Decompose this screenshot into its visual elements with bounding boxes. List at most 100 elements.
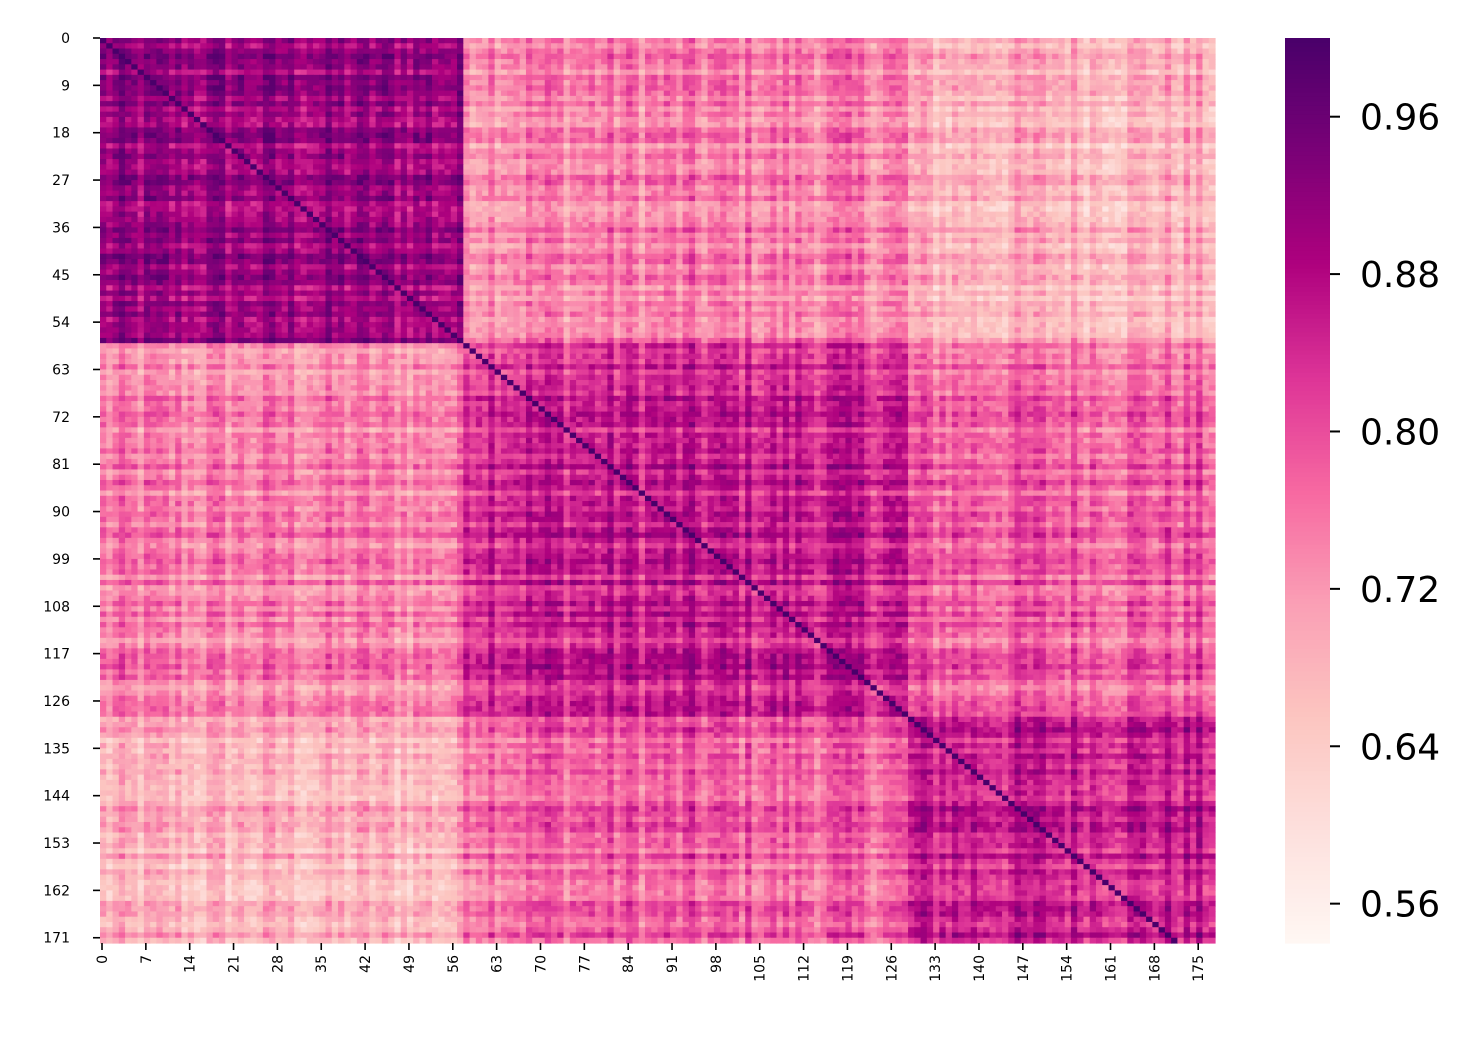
- heatmap-cell: [325, 116, 333, 123]
- heatmap-cell: [244, 127, 251, 134]
- heatmap-cell: [807, 106, 815, 113]
- heatmap-cell: [983, 43, 991, 50]
- heatmap-cell: [864, 143, 872, 150]
- heatmap-cell: [312, 80, 320, 86]
- heatmap-cell: [920, 174, 928, 181]
- heatmap-cell: [964, 132, 972, 139]
- heatmap-cell: [100, 143, 107, 150]
- heatmap-cell: [344, 153, 352, 160]
- heatmap-cell: [688, 137, 696, 144]
- heatmap-cell: [544, 90, 552, 97]
- heatmap-cell: [613, 164, 621, 171]
- heatmap-cell: [889, 85, 897, 92]
- heatmap-cell: [287, 127, 295, 134]
- heatmap-cell: [1183, 148, 1191, 155]
- heatmap-cell: [519, 59, 527, 65]
- heatmap-cell: [1089, 59, 1097, 65]
- heatmap-cell: [889, 137, 897, 144]
- heatmap-cell: [482, 132, 489, 139]
- heatmap-cell: [112, 132, 120, 139]
- heatmap-cell: [525, 143, 533, 150]
- heatmap-cell: [306, 174, 314, 181]
- heatmap-cell: [682, 164, 690, 171]
- heatmap-cell: [939, 180, 947, 186]
- heatmap-cell: [463, 111, 471, 118]
- heatmap-cell: [1177, 80, 1185, 86]
- heatmap-cell: [832, 64, 840, 71]
- heatmap-cell: [425, 85, 433, 92]
- heatmap-cell: [958, 169, 966, 176]
- heatmap-cell: [670, 38, 677, 44]
- heatmap-cell: [1027, 59, 1034, 65]
- heatmap-cell: [801, 153, 809, 160]
- heatmap-cell: [845, 80, 853, 86]
- heatmap-cell: [1095, 111, 1103, 118]
- heatmap-cell: [763, 74, 771, 81]
- heatmap-cell: [582, 159, 590, 165]
- heatmap-cell: [137, 43, 145, 50]
- heatmap-cell: [231, 80, 239, 86]
- heatmap-cell: [1208, 132, 1216, 139]
- heatmap-cell: [413, 174, 421, 181]
- heatmap-cell: [738, 48, 746, 55]
- heatmap-cell: [663, 159, 671, 165]
- heatmap-cell: [588, 53, 596, 60]
- heatmap-cell: [1052, 169, 1059, 176]
- heatmap-cell: [832, 59, 840, 65]
- heatmap-cell: [300, 80, 308, 86]
- heatmap-cell: [1114, 143, 1122, 150]
- heatmap-cell: [889, 122, 897, 129]
- heatmap-cell: [525, 69, 533, 76]
- heatmap-cell: [1002, 101, 1009, 107]
- heatmap-cell: [782, 137, 790, 144]
- heatmap-cell: [820, 106, 828, 113]
- heatmap-cell: [801, 53, 809, 60]
- heatmap-cell: [738, 127, 746, 134]
- heatmap-cell: [989, 64, 997, 71]
- heatmap-cell: [908, 174, 915, 181]
- heatmap-cell: [1077, 122, 1085, 129]
- heatmap-cell: [670, 43, 677, 50]
- heatmap-cell: [419, 111, 427, 118]
- heatmap-cell: [206, 90, 214, 97]
- heatmap-cell: [1058, 159, 1066, 165]
- heatmap-cell: [970, 180, 978, 186]
- heatmap-cell: [306, 101, 314, 107]
- heatmap-cell: [1177, 127, 1185, 134]
- heatmap-cell: [1089, 174, 1097, 181]
- heatmap-cell: [1064, 101, 1072, 107]
- heatmap-cell: [801, 106, 809, 113]
- heatmap-cell: [356, 90, 364, 97]
- heatmap-cell: [1008, 101, 1016, 107]
- heatmap-cell: [814, 159, 821, 165]
- heatmap-cell: [632, 90, 640, 97]
- heatmap-cell: [231, 38, 239, 44]
- heatmap-cell: [256, 64, 264, 71]
- heatmap-cell: [532, 90, 540, 97]
- heatmap-cell: [839, 106, 847, 113]
- heatmap-cell: [757, 74, 765, 81]
- heatmap-cell: [1008, 111, 1016, 118]
- heatmap-cell: [676, 122, 684, 129]
- heatmap-cell: [557, 153, 565, 160]
- heatmap-cell: [381, 148, 389, 155]
- heatmap-cell: [695, 143, 702, 150]
- heatmap-cell: [187, 132, 195, 139]
- heatmap-cell: [776, 106, 784, 113]
- heatmap-cell: [970, 101, 978, 107]
- heatmap-cell: [1077, 111, 1085, 118]
- heatmap-cell: [926, 38, 934, 44]
- heatmap-cell: [751, 85, 759, 92]
- heatmap-cell: [1158, 127, 1166, 134]
- heatmap-cell: [544, 122, 552, 129]
- heatmap-cell: [225, 101, 233, 107]
- heatmap-cell: [607, 153, 615, 160]
- heatmap-cell: [826, 159, 834, 165]
- heatmap-cell: [112, 53, 120, 60]
- heatmap-cell: [1171, 153, 1179, 160]
- heatmap-cell: [789, 122, 796, 129]
- heatmap-cell: [720, 174, 727, 181]
- heatmap-cell: [732, 95, 740, 102]
- heatmap-cell: [525, 116, 533, 123]
- heatmap-cell: [319, 80, 327, 86]
